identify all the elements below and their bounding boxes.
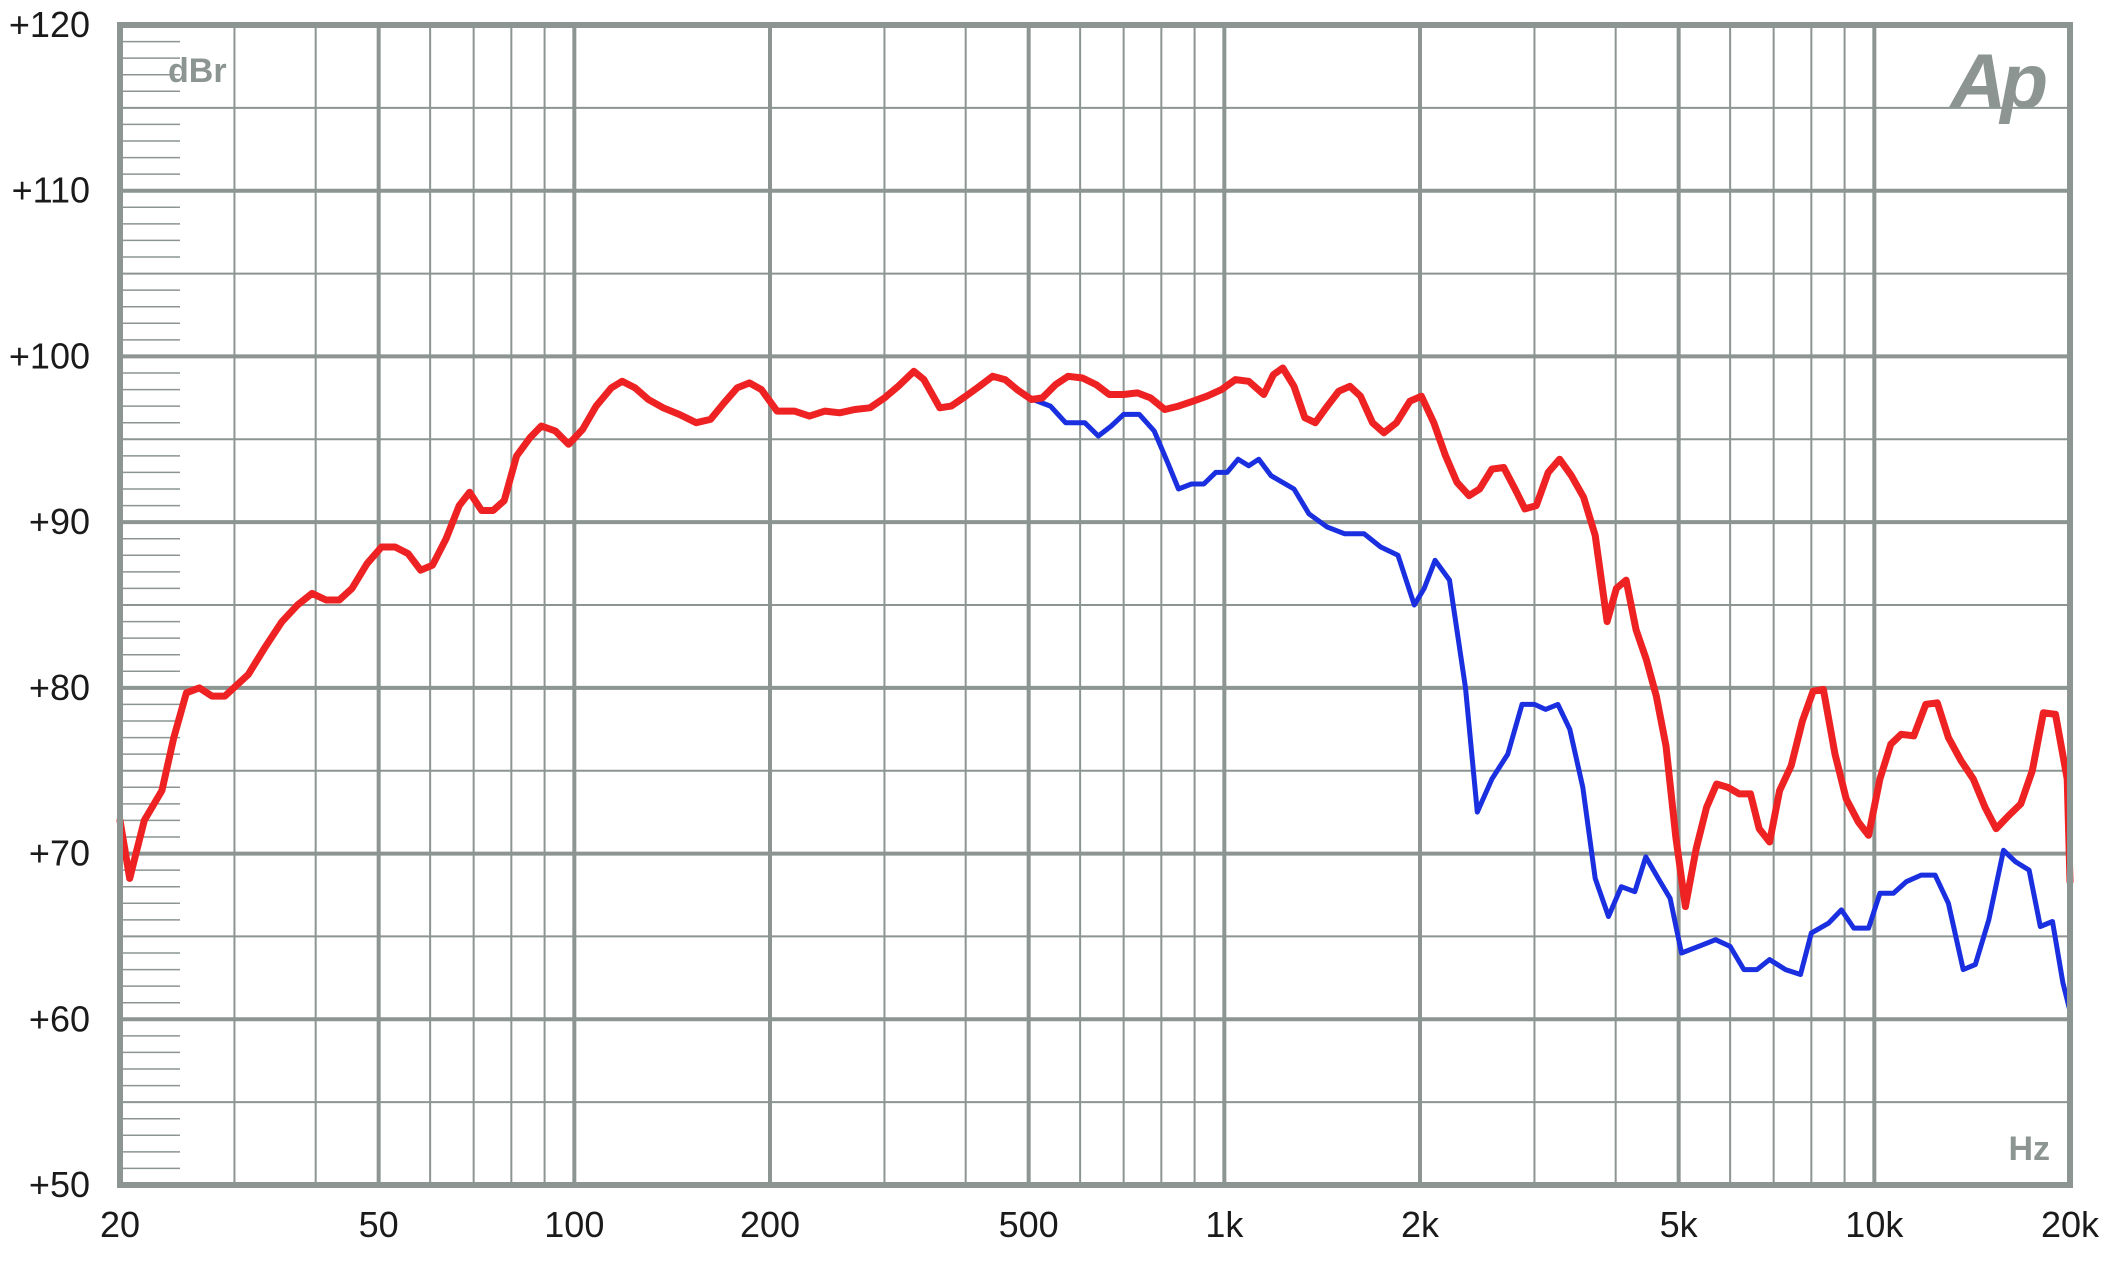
y-tick-label: +110 bbox=[12, 170, 90, 211]
series-lines bbox=[116, 364, 2074, 1014]
x-tick-label: 10k bbox=[1845, 1204, 1904, 1245]
y-tick-label: +120 bbox=[9, 4, 90, 45]
grid bbox=[120, 25, 2070, 1185]
x-tick-label: 20k bbox=[2041, 1204, 2100, 1245]
y-axis-unit-label: dBr bbox=[168, 52, 227, 90]
x-axis-unit-label: Hz bbox=[2008, 1130, 2050, 1168]
x-tick-label: 20 bbox=[100, 1204, 140, 1245]
x-tick-label: 100 bbox=[544, 1204, 604, 1245]
series-line-blue bbox=[1026, 395, 2073, 1014]
x-tick-label: 1k bbox=[1205, 1204, 1244, 1245]
y-tick-label: +100 bbox=[9, 335, 90, 376]
x-tick-label: 200 bbox=[740, 1204, 800, 1245]
x-tick-label: 2k bbox=[1401, 1204, 1440, 1245]
y-tick-label: +50 bbox=[29, 1164, 90, 1205]
minor-y-ticks bbox=[120, 40, 180, 1170]
y-tick-label: +70 bbox=[29, 833, 90, 874]
ap-logo: Ap bbox=[1948, 37, 2046, 125]
y-tick-label: +60 bbox=[29, 998, 90, 1039]
plot-frame bbox=[117, 22, 2073, 1188]
x-tick-label: 5k bbox=[1660, 1204, 1699, 1245]
x-tick-label: 500 bbox=[999, 1204, 1059, 1245]
y-tick-label: +90 bbox=[29, 501, 90, 542]
series-line-red bbox=[116, 364, 2074, 911]
x-tick-label: 50 bbox=[359, 1204, 399, 1245]
y-tick-label: +80 bbox=[29, 667, 90, 708]
